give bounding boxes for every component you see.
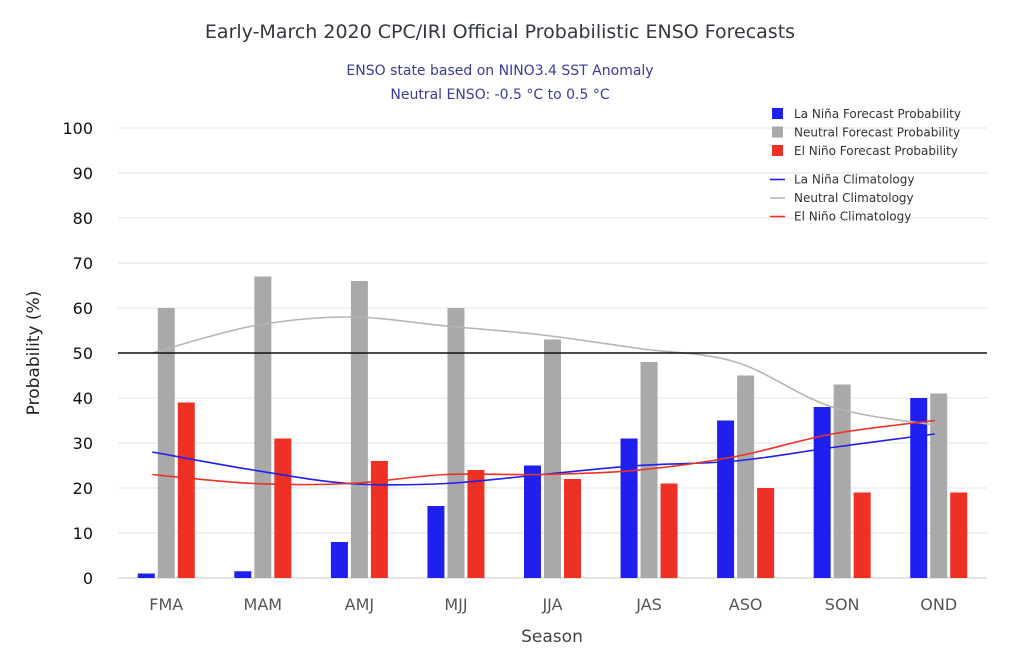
bar-1-JAS [640,362,658,578]
bar-1-ASO [737,375,755,578]
bar-0-SON [813,407,831,578]
bar-1-MAM [254,276,272,578]
x-tick-label: JAS [635,595,662,614]
y-tick-label: 100 [62,119,93,138]
bar-0-ASO [717,420,735,578]
y-axis-ticks: 0 10 20 30 40 50 60 70 80 90 100 [62,119,93,588]
bar-0-JAS [620,438,638,578]
x-tick-label: AMJ [345,595,374,614]
y-tick-label: 60 [73,299,93,318]
legend-label-3: La Niña Climatology [794,173,914,187]
x-tick-label: ASO [729,595,763,614]
bar-1-SON [833,384,851,578]
y-axis-title: Probability (%) [24,291,44,416]
bar-0-AMJ [330,542,348,578]
x-axis-title: Season [521,627,583,647]
legend-swatch-0 [772,108,783,119]
bar-0-FMA [137,573,155,578]
legend-label-4: Neutral Climatology [794,191,914,205]
x-tick-label: OND [920,595,957,614]
legend-label-5: El Niño Climatology [794,210,911,224]
legend-swatch-2 [772,145,783,156]
bar-2-FMA [177,402,195,578]
y-tick-label: 90 [73,164,93,183]
x-tick-label: MAM [244,595,283,614]
y-tick-label: 50 [73,344,93,363]
y-tick-label: 20 [73,479,93,498]
legend-label-2: El Niño Forecast Probability [794,144,958,158]
chart-title: Early-March 2020 CPC/IRI Official Probab… [205,21,795,43]
line-series-4 [152,316,935,426]
bars [137,276,968,578]
y-tick-label: 10 [73,524,93,543]
x-tick-label: FMA [149,595,183,614]
bar-2-MJJ [467,470,485,578]
bar-1-OND [930,393,948,578]
y-tick-label: 0 [83,569,93,588]
bar-1-MJJ [447,308,465,578]
bar-1-AMJ [350,281,368,578]
bar-2-JAS [660,483,678,578]
bar-1-FMA [157,308,175,578]
legend-label-0: La Niña Forecast Probability [794,107,961,121]
bar-0-JJA [524,465,541,578]
line-series-5 [152,419,935,486]
bar-2-AMJ [370,461,388,578]
chart-subtitle-line-2: Neutral ENSO: -0.5 °C to 0.5 °C [390,87,609,103]
bar-0-OND [910,398,928,578]
bar-0-MJJ [427,506,445,578]
bar-2-JJA [564,479,581,578]
y-tick-label: 30 [73,434,93,453]
legend: La Niña Forecast Probability Neutral Fore… [770,107,961,224]
x-axis-ticks: FMA MAM AMJ MJJ JJA JAS ASO SON OND [149,595,957,614]
climatology-lines [152,316,935,486]
y-tick-label: 70 [73,254,93,273]
bar-2-SON [853,492,871,578]
bar-2-ASO [757,488,775,578]
legend-label-1: Neutral Forecast Probability [794,126,960,140]
x-tick-label: MJJ [444,595,467,614]
bar-1-JJA [544,339,561,578]
x-tick-label: JJA [541,595,562,614]
x-tick-label: SON [825,595,860,614]
bar-2-MAM [274,438,292,578]
bar-2-OND [950,492,968,578]
y-tick-label: 40 [73,389,93,408]
bar-0-MAM [234,571,252,578]
chart-subtitle-line-1: ENSO state based on NINO3.4 SST Anomaly [346,63,653,79]
legend-swatch-1 [772,126,783,138]
y-tick-label: 80 [73,209,93,228]
